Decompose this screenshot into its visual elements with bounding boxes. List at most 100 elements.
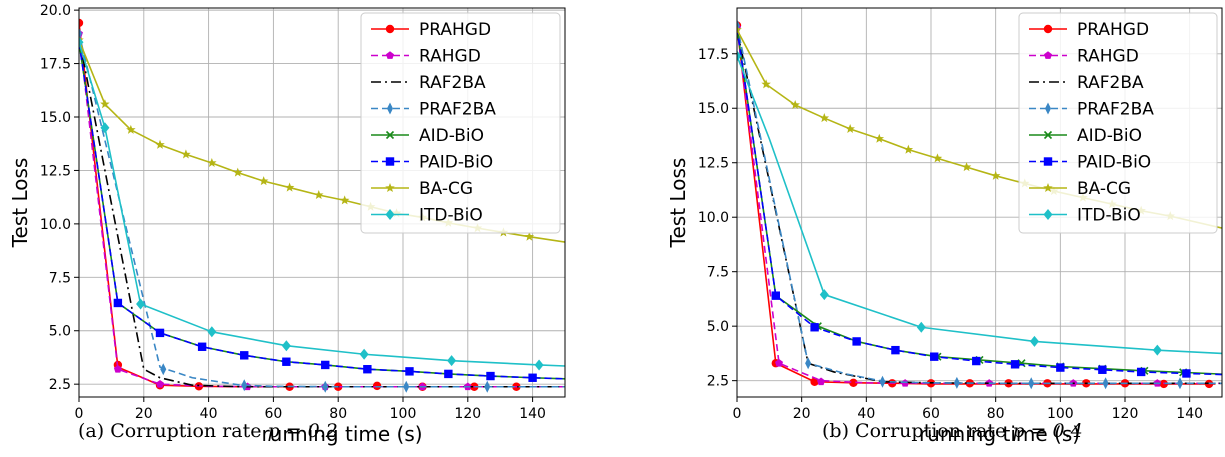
data-point-praf2ba [484, 380, 491, 393]
y-tick-label: 5.0 [707, 319, 729, 335]
data-point-ba-cg [903, 144, 914, 154]
data-point-itd-bio [447, 355, 457, 367]
legend-marker-paid-bio [385, 157, 395, 166]
x-tick-label: 100 [1047, 406, 1074, 422]
data-point-ba-cg [737, 24, 742, 34]
data-point-itd-bio [737, 50, 742, 62]
data-point-praf2ba [241, 379, 248, 392]
legend-label-itd-bio: ITD-BiO [1077, 206, 1141, 226]
y-axis-label: Test Loss [8, 158, 32, 249]
legend-marker-prahgd [385, 24, 395, 34]
x-tick-label: 40 [857, 406, 875, 422]
y-tick-label: 2.5 [49, 377, 71, 393]
legend-marker-ba-cg [385, 183, 395, 193]
data-point-ba-cg [524, 231, 535, 241]
data-point-itd-bio [916, 321, 926, 333]
data-point-paid-bio [155, 328, 165, 338]
data-point-itd-bio [359, 348, 369, 360]
data-point-ba-cg [126, 124, 136, 134]
data-point-praf2ba [1176, 377, 1183, 390]
data-point-paid-bio [1136, 367, 1146, 377]
data-point-paid-bio [282, 357, 291, 366]
x-tick-label: 80 [987, 406, 1005, 422]
legend-marker-rahgd [1044, 51, 1052, 59]
series-group [79, 18, 565, 393]
data-point-rahgd [113, 365, 122, 373]
x-tick-label: 60 [922, 406, 940, 422]
legend-label-prahgd: PRAHGD [1077, 20, 1149, 40]
data-point-ba-cg [819, 113, 830, 123]
data-point-prahgd [79, 18, 84, 28]
series-line-praf2ba [79, 33, 565, 388]
legend-label-ba-cg: BA-CG [419, 179, 473, 199]
data-point-ba-cg [207, 157, 217, 167]
data-point-ba-cg [284, 182, 295, 192]
y-tick-label: 15.0 [40, 110, 71, 126]
x-tick-label: 20 [793, 406, 811, 422]
legend-label-aid-bio: AID-BiO [1077, 126, 1142, 146]
legend-box [360, 12, 561, 234]
y-tick-label: 20.0 [40, 3, 71, 19]
data-point-itd-bio [1029, 335, 1039, 347]
x-axis-label: running time (s) [261, 422, 422, 446]
y-tick-label: 10.0 [40, 217, 71, 233]
y-tick-label: 10.0 [698, 210, 729, 226]
data-point-itd-bio [100, 122, 110, 134]
x-tick-label: 140 [519, 406, 546, 422]
caption-text: (a) Corruption rate [78, 420, 268, 442]
x-tick-label: 0 [733, 406, 742, 422]
data-point-ba-cg [100, 99, 110, 109]
x-tick-label: 120 [1112, 406, 1139, 422]
data-point-prahgd [372, 381, 382, 391]
series-line-rahgd [79, 33, 565, 388]
legend-label-aid-bio: AID-BiO [419, 126, 484, 146]
legend-marker-paid-bio [1043, 157, 1053, 166]
data-point-paid-bio [197, 342, 207, 351]
data-point-ba-cg [233, 167, 243, 177]
data-point-paid-bio [1182, 369, 1191, 378]
data-point-paid-bio [486, 371, 495, 381]
panel-caption: (a) Corruption rate p = 0.2 [78, 420, 338, 442]
legend-marker-itd-bio [385, 209, 395, 220]
data-point-praf2ba [322, 380, 329, 393]
data-point-itd-bio [1152, 344, 1162, 356]
legend-label-ba-cg: BA-CG [1077, 179, 1131, 199]
legend-marker-prahgd [1043, 24, 1053, 34]
y-tick-label: 7.5 [707, 265, 729, 281]
data-point-ba-cg [181, 149, 191, 159]
data-point-ba-cg [932, 153, 943, 163]
data-point-praf2ba [160, 363, 167, 376]
legend: PRAHGD RAHGD RAF2BA PRAF2BA AID-BiO PAID-BiO B… [1018, 12, 1218, 234]
x-tick-label: 20 [135, 406, 153, 422]
data-point-ba-cg [339, 195, 350, 205]
data-point-itd-bio [819, 289, 829, 301]
axes-frame [736, 7, 1223, 398]
data-point-ba-cg [314, 190, 324, 200]
legend-label-paid-bio: PAID-BiO [419, 153, 493, 173]
legend: PRAHGD RAHGD RAF2BA PRAF2BA AID-BiO PAID-BiO B… [360, 12, 561, 234]
legend-marker-ba-cg [1043, 183, 1053, 193]
data-point-itd-bio [79, 36, 84, 48]
data-point-paid-bio [1098, 365, 1107, 374]
data-point-praf2ba [1102, 377, 1109, 390]
data-point-paid-bio [891, 345, 900, 355]
data-point-rahgd [817, 377, 826, 386]
y-tick-label: 17.5 [698, 47, 729, 63]
series-line-praf2ba [737, 25, 1222, 385]
data-point-rahgd [156, 379, 164, 388]
data-point-itd-bio [136, 298, 146, 310]
legend-label-praf2ba: PRAF2BA [419, 100, 496, 120]
x-tick-label: 0 [75, 406, 84, 422]
data-point-praf2ba [1028, 377, 1035, 390]
x-tick-label: 100 [390, 406, 417, 422]
data-point-ba-cg [790, 99, 800, 110]
data-point-itd-bio [207, 326, 217, 338]
legend-label-raf2ba: RAF2BA [419, 73, 486, 93]
caption-text: (b) Corruption rate [822, 420, 1012, 442]
x-axis-label: running time (s) [919, 422, 1080, 446]
x-tick-label: 80 [329, 406, 347, 422]
y-tick-label: 7.5 [49, 270, 71, 286]
x-tick-label: 60 [264, 406, 282, 422]
data-point-paid-bio [363, 365, 372, 374]
